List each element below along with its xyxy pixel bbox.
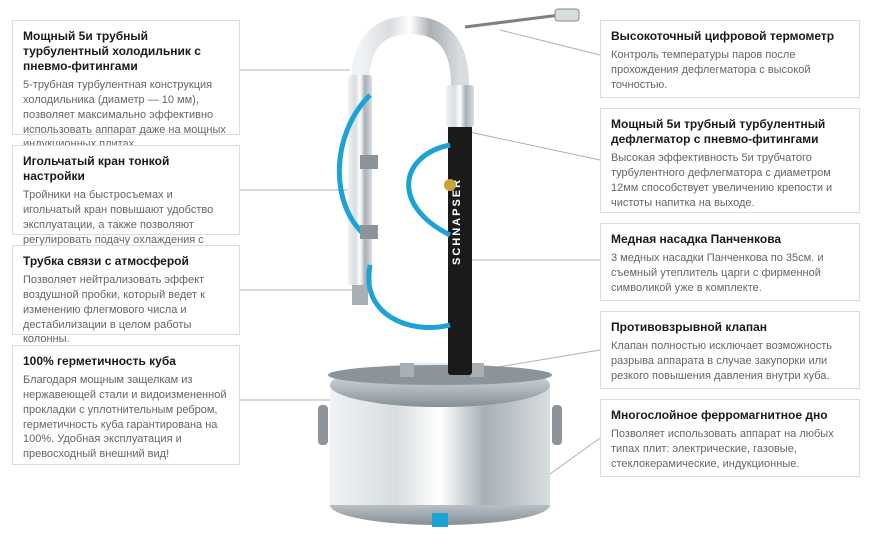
- callout-title: Медная насадка Панченкова: [611, 232, 849, 247]
- right-callout-0: Высокоточный цифровой термометр Контроль …: [600, 20, 860, 98]
- right-callout-4: Многослойное ферромагнитное дно Позволяет…: [600, 399, 860, 477]
- callout-title: Высокоточный цифровой термометр: [611, 29, 849, 44]
- right-callout-3: Противовзрывной клапан Клапан полностью и…: [600, 311, 860, 389]
- callout-body: Позволяет нейтрализовать эффект воздушно…: [23, 273, 229, 347]
- callout-body: Клапан полностью исключает возможность р…: [611, 339, 849, 384]
- callout-title: Противовзрывной клапан: [611, 320, 849, 335]
- right-callout-1: Мощный 5и трубный турбулентный дефлегмат…: [600, 108, 860, 213]
- left-callout-2: Трубка связи с атмосферойПозволяет нейтр…: [12, 245, 240, 335]
- callout-body: 3 медных насадки Панченкова по 35см. и с…: [611, 251, 849, 296]
- callout-title: 100% герметичность куба: [23, 354, 229, 369]
- brand-label: SCHNAPSER: [451, 178, 463, 265]
- callout-body: Позволяет использовать аппарат на любых …: [611, 427, 849, 472]
- callout-title: Мощный 5и трубный турбулентный холодильн…: [23, 29, 229, 74]
- left-callout-1: Игольчатый кран тонкой настройкиТройники…: [12, 145, 240, 235]
- callout-body: Высокая эффективность 5и трубчатого турб…: [611, 151, 849, 210]
- callout-title: Мощный 5и трубный турбулентный дефлегмат…: [611, 117, 849, 147]
- left-callout-0: Мощный 5и трубный турбулентный холодильн…: [12, 20, 240, 135]
- callout-body: Контроль температуры паров после прохожд…: [611, 48, 849, 93]
- callout-title: Игольчатый кран тонкой настройки: [23, 154, 229, 184]
- callout-body: Благодаря мощным защелкам из нержавеющей…: [23, 373, 229, 462]
- right-callout-2: Медная насадка Панченкова 3 медных насадк…: [600, 223, 860, 301]
- callout-body: 5-трубная турбулентная конструкция холод…: [23, 78, 229, 152]
- callout-title: Трубка связи с атмосферой: [23, 254, 229, 269]
- apparatus-illustration: SCHNAPSER: [300, 5, 580, 535]
- left-callout-3: 100% герметичность куба Благодаря мощным …: [12, 345, 240, 465]
- callout-title: Многослойное ферромагнитное дно: [611, 408, 849, 423]
